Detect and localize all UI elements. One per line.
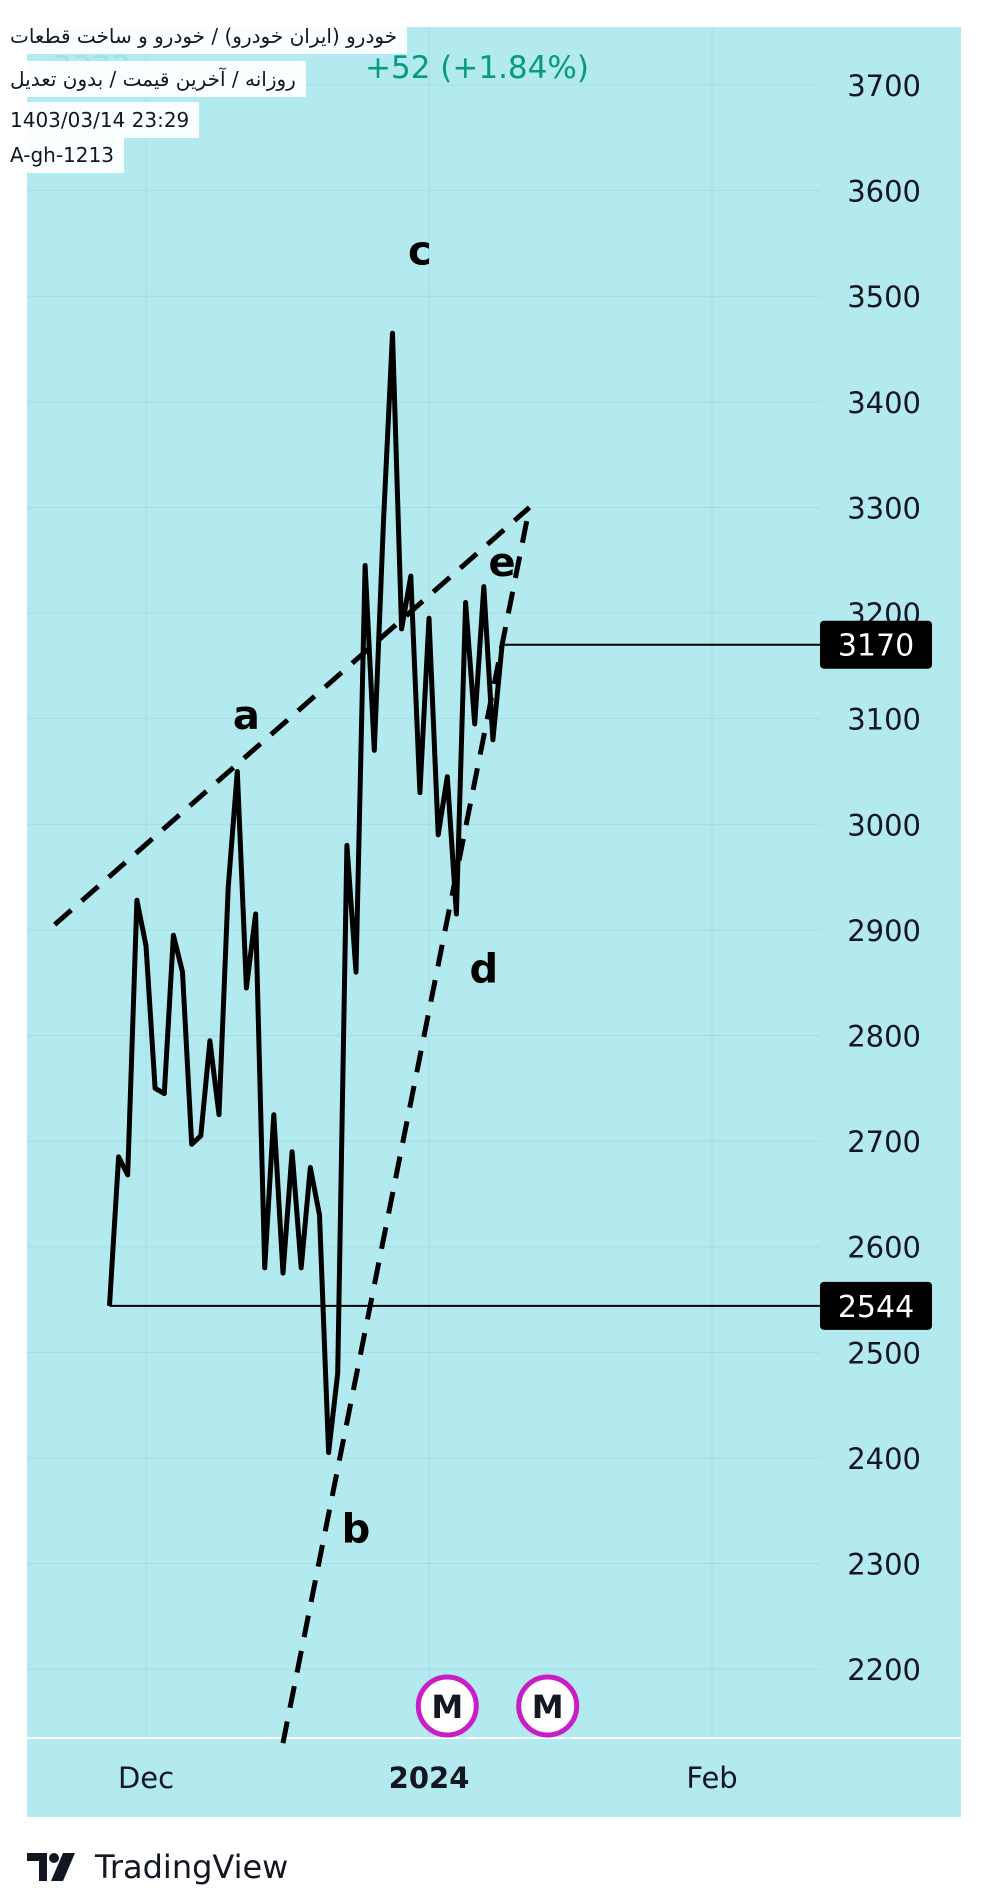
price-labels: 3170 2544 — [820, 620, 932, 1330]
y-axis: 2200 2300 2400 2500 2600 2700 2800 2900 3000 3100… — [847, 69, 921, 1687]
price-label: 2544 — [838, 1290, 914, 1325]
y-tick-label: 3600 — [847, 175, 921, 209]
wave-annotations: a b c d e — [233, 229, 516, 1553]
y-tick-label: 3700 — [847, 69, 921, 103]
y-tick-label: 2800 — [847, 1019, 921, 1053]
grid-lines — [27, 27, 820, 1737]
y-tick-label: 3400 — [847, 386, 921, 420]
wave-label-e: e — [488, 540, 515, 586]
plot-divider — [27, 1737, 961, 1739]
tradingview-brand: TradingView — [95, 1848, 289, 1886]
x-tick-label: 2024 — [389, 1761, 470, 1795]
price-series — [107, 330, 505, 1456]
event-marker-icon — [415, 1674, 479, 1738]
y-tick-label: 2400 — [847, 1442, 921, 1476]
x-tick-label: Dec — [118, 1761, 174, 1795]
price-label-box — [820, 1281, 932, 1330]
event-marker-label: M — [532, 1688, 564, 1726]
tradingview-logo-icon — [27, 1851, 83, 1883]
wave-label-d: d — [469, 947, 498, 993]
y-tick-label: 3000 — [847, 808, 921, 842]
price-label-box — [820, 620, 932, 669]
chart-settings: روزانه / آخرین قیمت / بدون تعدیل — [0, 61, 306, 97]
price-line — [107, 330, 505, 1456]
y-tick-label: 2200 — [847, 1653, 921, 1687]
y-tick-label: 2600 — [847, 1231, 921, 1265]
event-marker-label: M — [431, 1688, 463, 1726]
event-marker-icon — [516, 1674, 580, 1738]
price-label: 3170 — [838, 629, 914, 664]
publish-datetime: 1403/03/14 23:29 — [0, 102, 200, 138]
wave-label-b: b — [342, 1506, 371, 1552]
y-tick-label: 2900 — [847, 914, 921, 948]
symbol-title: خودرو (ایران خودرو) / خودرو و ساخت قطعات — [0, 18, 408, 54]
chart-background — [27, 27, 961, 1817]
y-tick-label: 2300 — [847, 1548, 921, 1582]
trendlines — [53, 505, 532, 1744]
wave-label-c: c — [408, 229, 432, 275]
wave-label-a: a — [233, 693, 260, 739]
horizontal-lines — [109, 643, 820, 1307]
author-name: A-gh-1213 — [0, 137, 124, 173]
x-axis: Dec 2024 Feb — [118, 1761, 738, 1795]
x-tick-label: Feb — [686, 1761, 737, 1795]
y-tick-label: 3300 — [847, 491, 921, 525]
y-tick-label: 3500 — [847, 280, 921, 314]
y-tick-label: 3100 — [847, 703, 921, 737]
tradingview-logo[interactable]: TradingView — [27, 1848, 288, 1886]
y-tick-label: 2500 — [847, 1336, 921, 1370]
trendline-dashed — [280, 506, 532, 1744]
y-tick-label: 2700 — [847, 1125, 921, 1159]
ghost-change: +52 (+1.84%) — [365, 50, 589, 86]
